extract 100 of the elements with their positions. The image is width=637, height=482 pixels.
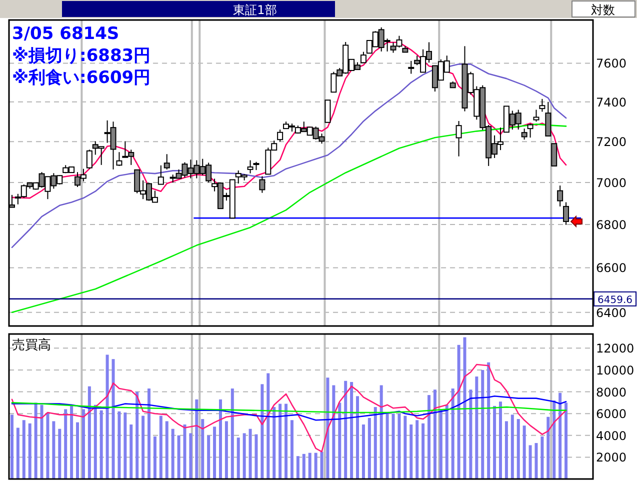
bar (350, 382, 354, 479)
bar (564, 402, 568, 479)
text: 対数 (591, 3, 615, 17)
bar (356, 396, 360, 479)
bar (457, 344, 460, 479)
bar (516, 419, 520, 479)
bar (498, 402, 502, 479)
bar (70, 404, 74, 479)
bar (159, 416, 162, 479)
bar (94, 404, 97, 479)
bar (481, 370, 484, 479)
bar (266, 373, 270, 479)
candlestick (521, 128, 528, 140)
bar (528, 445, 532, 479)
candlestick (527, 123, 534, 138)
bar (177, 435, 180, 479)
candlestick (563, 202, 570, 226)
bar (254, 434, 258, 479)
bar (433, 390, 436, 479)
bar (130, 424, 133, 479)
bar (64, 409, 68, 479)
bar (469, 390, 472, 479)
chart-title: 売買高 (12, 337, 51, 353)
candlestick (557, 185, 564, 207)
bar (82, 409, 85, 479)
bar (326, 378, 330, 479)
line-series (11, 364, 567, 452)
annotation: ※利食い:6609円 (12, 68, 151, 88)
bar (302, 454, 306, 479)
y-tick-label: 10000 (596, 363, 634, 378)
bar (428, 395, 430, 479)
y-tick-label: 6800 (596, 218, 627, 232)
bar (40, 404, 44, 479)
y-tick-label: 4000 (596, 428, 627, 443)
y-tick-label: 7000 (596, 176, 627, 190)
bar (475, 376, 478, 479)
bar (112, 359, 115, 479)
bar (10, 414, 14, 479)
bar (445, 404, 448, 479)
bar (510, 414, 514, 479)
bar (148, 388, 150, 479)
bar (493, 406, 496, 479)
bar (290, 420, 294, 479)
bar (314, 452, 318, 479)
bar (189, 433, 192, 479)
bar (201, 419, 204, 479)
bar (236, 438, 240, 479)
bar (124, 412, 127, 479)
candlestick (277, 129, 284, 142)
bar (320, 452, 324, 479)
bar (278, 404, 282, 479)
bar (260, 384, 264, 479)
bar (230, 388, 234, 479)
candlestick (456, 120, 462, 157)
bar (487, 362, 490, 479)
bar (58, 428, 62, 479)
candlestick (116, 152, 122, 166)
bar (552, 400, 556, 479)
bar (398, 414, 401, 479)
bar (410, 424, 413, 479)
bar (534, 443, 538, 479)
bar (218, 399, 222, 479)
y-tick-label: 6600 (596, 261, 627, 276)
y-tick-label: 7600 (596, 56, 627, 71)
bar (504, 421, 508, 479)
bar (118, 411, 121, 479)
bar (52, 421, 56, 479)
bar (142, 416, 145, 479)
annotation: 3/05 6814S (12, 24, 120, 44)
bar (362, 424, 365, 479)
bar (22, 420, 26, 479)
bar (76, 422, 80, 479)
bar (16, 428, 20, 479)
bar (195, 399, 198, 479)
bar (338, 402, 342, 479)
bar (368, 418, 371, 479)
bar (416, 420, 419, 479)
bar (136, 392, 139, 479)
bar (88, 386, 91, 479)
candlestick (545, 101, 552, 136)
y-tick-label: 7200 (596, 135, 627, 150)
ref-line-label: 6459.6 (598, 294, 632, 306)
bar (272, 407, 276, 479)
bar (213, 426, 216, 479)
bar (558, 392, 562, 479)
bar (332, 385, 336, 479)
candlestick (259, 176, 266, 194)
bar (422, 423, 425, 479)
bar (540, 436, 544, 479)
candlestick (158, 164, 164, 185)
bar (34, 402, 38, 479)
bar (153, 436, 156, 479)
candlestick (164, 154, 170, 170)
bar (248, 428, 252, 479)
bar (284, 404, 288, 479)
bar (546, 416, 550, 479)
candlestick (324, 99, 331, 124)
y-tick-label: 12000 (596, 342, 634, 356)
bar (308, 452, 312, 479)
candlestick (551, 143, 558, 166)
